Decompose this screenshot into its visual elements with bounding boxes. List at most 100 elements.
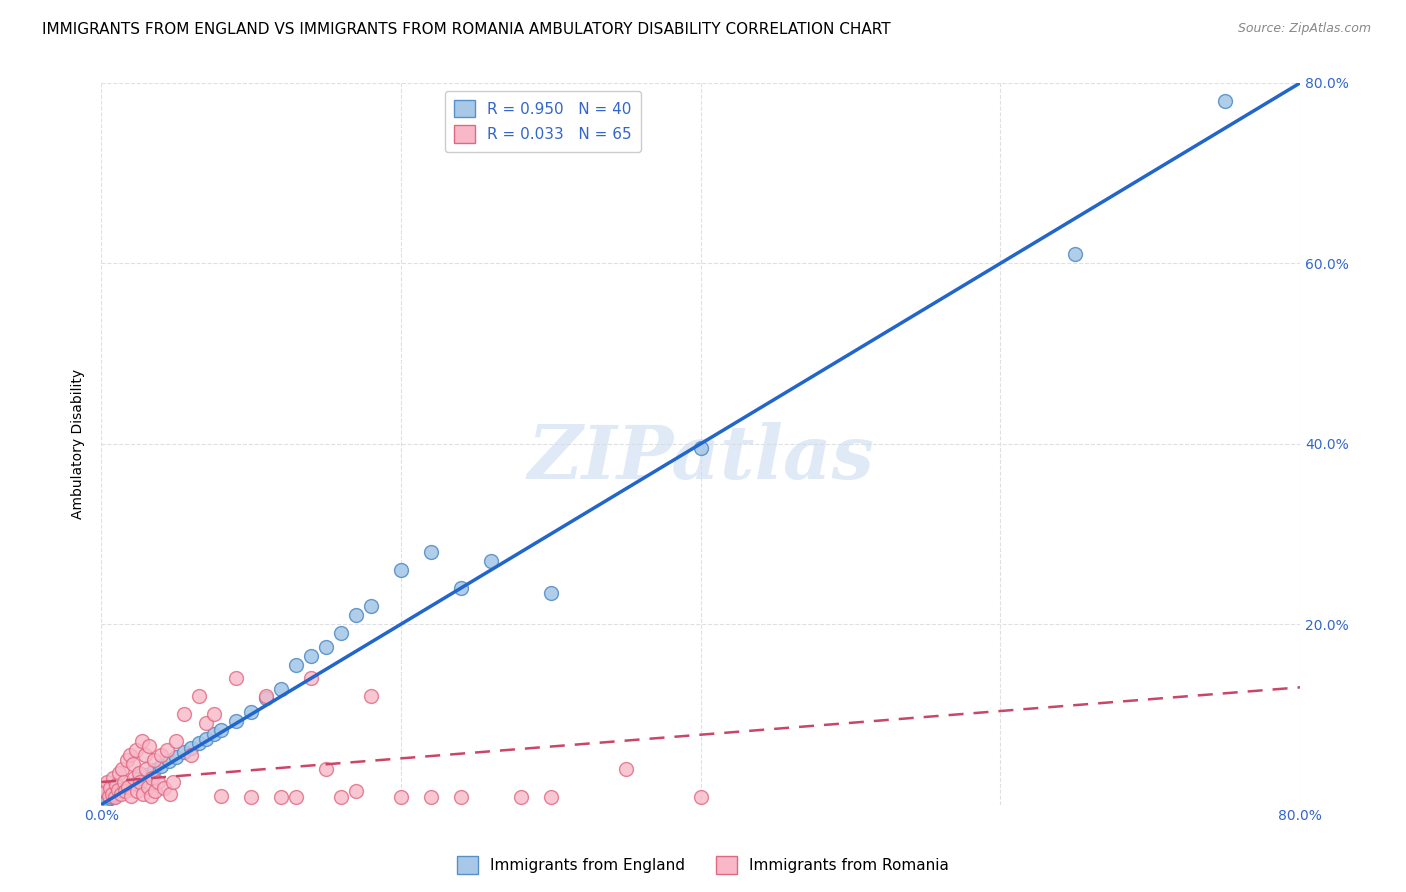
Legend: R = 0.950   N = 40, R = 0.033   N = 65: R = 0.950 N = 40, R = 0.033 N = 65	[444, 91, 641, 152]
Point	[135, 768, 157, 782]
Point	[122, 771, 145, 785]
Point	[118, 747, 141, 762]
Point	[173, 707, 195, 722]
Point	[270, 682, 292, 697]
Point	[135, 762, 157, 776]
Point	[187, 736, 209, 750]
Text: Source: ZipAtlas.com: Source: ZipAtlas.com	[1237, 22, 1371, 36]
Point	[240, 790, 263, 805]
Point	[202, 727, 225, 741]
Point	[180, 740, 202, 755]
Point	[142, 752, 165, 766]
Point	[121, 757, 143, 772]
Point	[419, 545, 441, 559]
Point	[97, 789, 120, 803]
Point	[131, 734, 153, 748]
Point	[157, 754, 180, 768]
Point	[115, 752, 138, 766]
Point	[114, 781, 136, 796]
Point	[134, 747, 156, 762]
Point	[225, 671, 247, 685]
Point	[141, 771, 163, 785]
Point	[360, 599, 382, 614]
Point	[315, 762, 337, 776]
Point	[450, 790, 472, 805]
Point	[156, 743, 179, 757]
Point	[146, 775, 169, 789]
Point	[93, 795, 115, 809]
Point	[100, 787, 122, 801]
Point	[209, 723, 232, 737]
Point	[270, 790, 292, 805]
Point	[330, 790, 353, 805]
Y-axis label: Ambulatory Disability: Ambulatory Disability	[72, 368, 86, 519]
Point	[540, 790, 562, 805]
Point	[1213, 94, 1236, 108]
Point	[132, 787, 155, 801]
Point	[111, 783, 134, 797]
Point	[689, 790, 711, 805]
Point	[254, 691, 277, 706]
Point	[165, 734, 187, 748]
Point	[240, 705, 263, 719]
Point	[103, 789, 125, 804]
Point	[127, 784, 149, 798]
Point	[117, 780, 139, 794]
Point	[344, 608, 367, 623]
Point	[330, 626, 353, 640]
Point	[105, 778, 128, 792]
Point	[202, 707, 225, 722]
Point	[162, 775, 184, 789]
Text: IMMIGRANTS FROM ENGLAND VS IMMIGRANTS FROM ROMANIA AMBULATORY DISABILITY CORRELA: IMMIGRANTS FROM ENGLAND VS IMMIGRANTS FR…	[42, 22, 891, 37]
Point	[614, 762, 637, 776]
Point	[136, 780, 159, 794]
Point	[150, 759, 173, 773]
Point	[96, 775, 118, 789]
Point	[120, 778, 142, 792]
Point	[142, 764, 165, 778]
Point	[225, 714, 247, 728]
Point	[94, 784, 117, 798]
Point	[389, 790, 412, 805]
Point	[104, 790, 127, 805]
Point	[108, 766, 131, 780]
Point	[110, 787, 132, 801]
Point	[103, 771, 125, 785]
Point	[125, 743, 148, 757]
Legend: Immigrants from England, Immigrants from Romania: Immigrants from England, Immigrants from…	[450, 850, 956, 880]
Point	[165, 749, 187, 764]
Point	[153, 781, 176, 796]
Point	[180, 747, 202, 762]
Point	[195, 731, 218, 746]
Point	[540, 585, 562, 599]
Point	[285, 790, 308, 805]
Point	[111, 762, 134, 776]
Point	[107, 783, 129, 797]
Point	[112, 775, 135, 789]
Text: ZIPatlas: ZIPatlas	[527, 422, 875, 494]
Point	[187, 690, 209, 704]
Point	[195, 716, 218, 731]
Point	[129, 775, 152, 789]
Point	[128, 772, 150, 787]
Point	[128, 766, 150, 780]
Point	[96, 793, 118, 807]
Point	[98, 791, 121, 805]
Point	[299, 648, 322, 663]
Point	[108, 785, 131, 799]
Point	[138, 739, 160, 753]
Point	[315, 640, 337, 654]
Point	[389, 563, 412, 577]
Point	[98, 781, 121, 796]
Point	[509, 790, 531, 805]
Point	[159, 787, 181, 801]
Point	[1064, 247, 1087, 261]
Point	[120, 789, 142, 803]
Point	[450, 581, 472, 595]
Point	[360, 690, 382, 704]
Point	[285, 657, 308, 672]
Point	[150, 747, 173, 762]
Point	[93, 780, 115, 794]
Point	[254, 690, 277, 704]
Point	[689, 442, 711, 456]
